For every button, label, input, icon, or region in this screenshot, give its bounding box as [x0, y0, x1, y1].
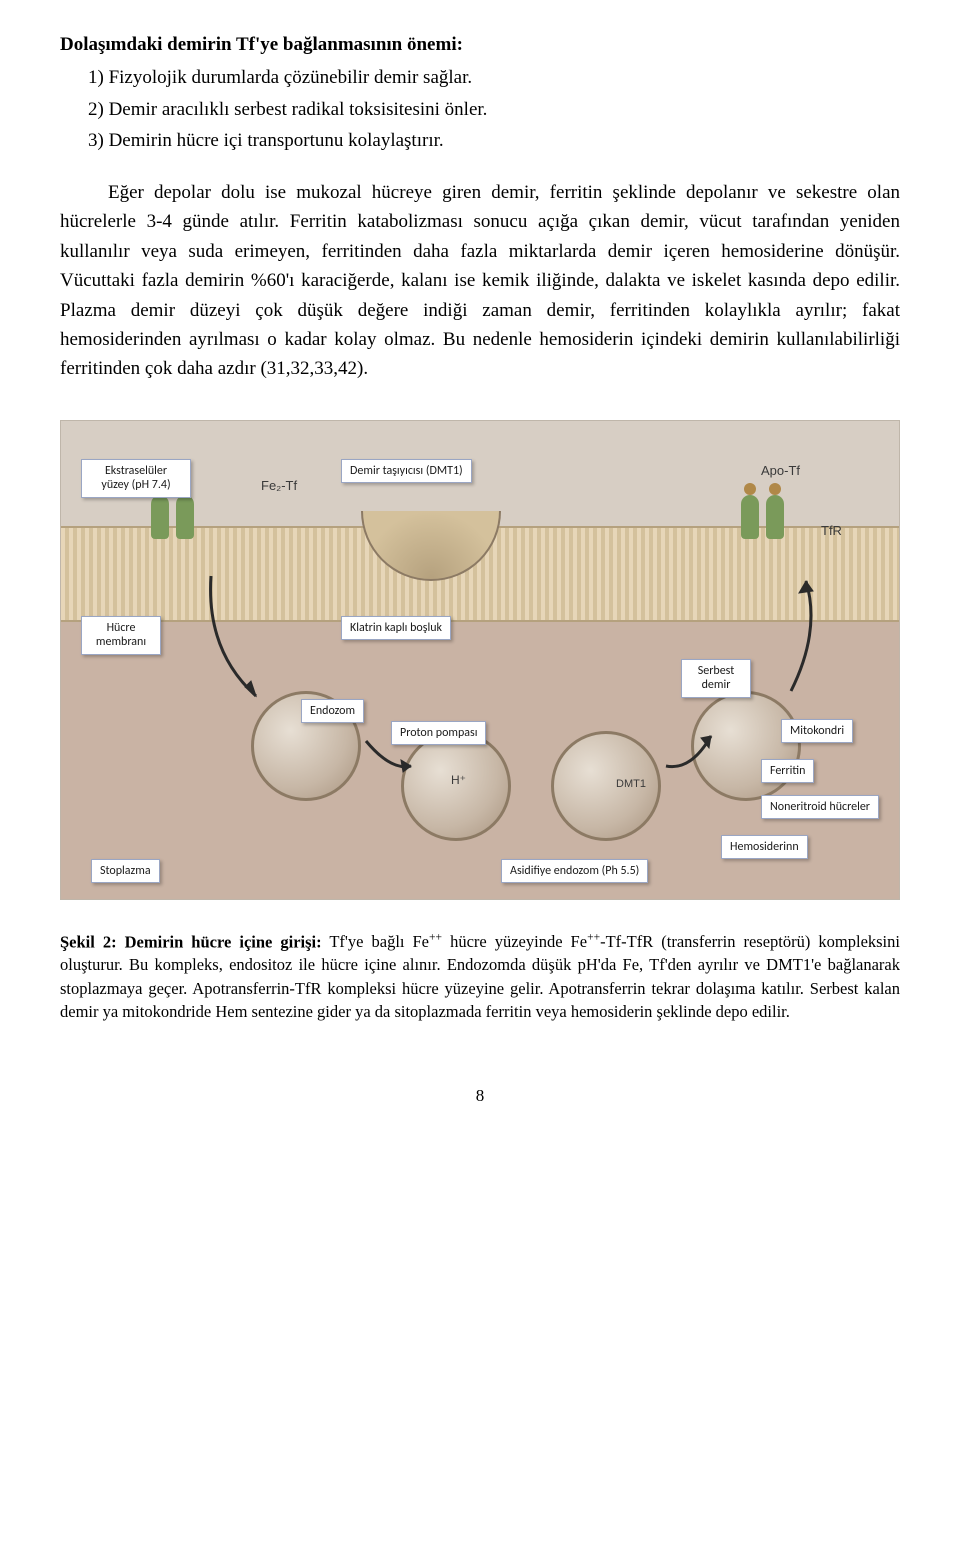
receptor-icon: [741, 495, 759, 539]
label-serbest-demir: Serbest demir: [681, 659, 751, 698]
figure-caption: Şekil 2: Demirin hücre içine girişi: Tf'…: [60, 930, 900, 1023]
receptor-icon: [176, 495, 194, 539]
section-heading: Dolaşımdaki demirin Tf'ye bağlanmasının …: [60, 30, 900, 59]
diagram-text-tfr: TfR: [821, 521, 842, 541]
label-stoplazma: Stoplazma: [91, 859, 160, 883]
label-noneritroid: Noneritroid hücreler: [761, 795, 879, 819]
label-proton: Proton pompası: [391, 721, 486, 745]
page-number: 8: [60, 1083, 900, 1109]
label-mitokondri: Mitokondri: [781, 719, 853, 743]
label-ekstraseluler: Ekstraselüler yüzey (pH 7.4): [81, 459, 191, 498]
label-dmt1: Demir taşıyıcısı (DMT1): [341, 459, 472, 483]
figure-caption-title: Şekil 2: Demirin hücre içine girişi:: [60, 932, 322, 951]
arrow-icon: [661, 726, 721, 786]
body-paragraph: Eğer depolar dolu ise mukozal hücreye gi…: [60, 178, 900, 384]
label-hucre-membrani: Hücre membranı: [81, 616, 161, 655]
diagram-text-dmt1: DMT1: [616, 776, 646, 793]
label-asidifiye: Asidifiye endozom (Ph 5.5): [501, 859, 648, 883]
arrow-icon: [751, 571, 831, 701]
label-hemosiderin: Hemosiderinn: [721, 835, 808, 859]
diagram-text-hplus: H⁺: [451, 771, 466, 790]
receptor-icon: [151, 495, 169, 539]
arrow-icon: [201, 571, 281, 711]
diagram-text-fe2tf: Fe₂-Tf: [261, 476, 297, 496]
list-item-1: 1) Fizyolojik durumlarda çözünebilir dem…: [88, 63, 900, 92]
cell-diagram: Fe₂-Tf Apo-Tf TfR H⁺ DMT1 Ekstraselüler …: [60, 420, 900, 900]
diagram-text-apotf: Apo-Tf: [761, 461, 800, 481]
label-klatrin: Klatrin kaplı boşluk: [341, 616, 451, 640]
receptor-icon: [766, 495, 784, 539]
list-item-3: 3) Demirin hücre içi transportunu kolayl…: [88, 126, 900, 155]
label-endozom: Endozom: [301, 699, 364, 723]
label-ferritin: Ferritin: [761, 759, 814, 783]
list-item-2: 2) Demir aracılıklı serbest radikal toks…: [88, 95, 900, 124]
